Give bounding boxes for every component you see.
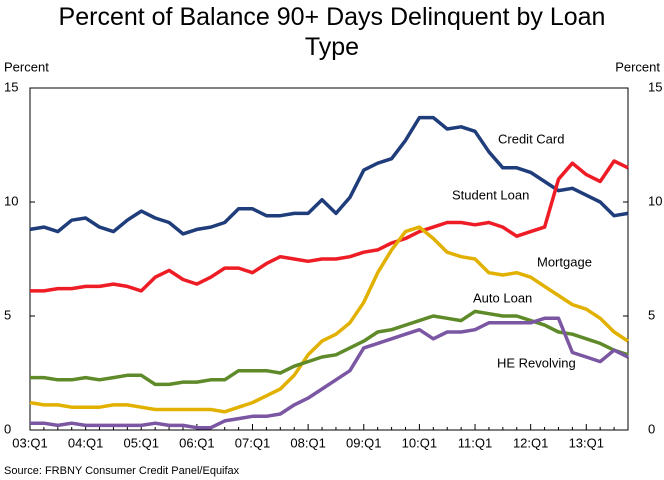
x-tick-label: 03:Q1 — [12, 435, 47, 450]
y2-tick-label: 0 — [648, 421, 655, 436]
x-tick-label: 10:Q1 — [402, 435, 437, 450]
series-line — [29, 115, 629, 236]
plot-frame — [29, 87, 629, 431]
source: Source: FRBNY Consumer Credit Panel/Equi… — [4, 465, 240, 477]
y-tick-label: 0 — [4, 421, 11, 436]
series-line — [30, 309, 629, 387]
x-tick-label: 11:Q1 — [458, 435, 492, 450]
y-axis-label: Percent — [4, 59, 49, 74]
x-tick-label: 08:Q1 — [290, 435, 325, 450]
series-line — [30, 159, 629, 293]
x-tick-label: 05:Q1 — [124, 435, 159, 450]
x-tick-label: 09:Q1 — [346, 435, 381, 450]
series-label: Auto Loan — [473, 290, 532, 305]
y2-tick-label: 15 — [648, 79, 662, 94]
y2-tick-label: 5 — [648, 307, 655, 322]
x-tick-label: 13:Q1 — [569, 435, 604, 450]
series-label: HE Revolving — [497, 355, 576, 370]
y2-tick-label: 10 — [648, 193, 662, 208]
x-tick-label: 12:Q1 — [513, 435, 548, 450]
x-tick-label: 07:Q1 — [235, 435, 270, 450]
y-tick-label: 5 — [4, 307, 11, 322]
chart-title: Percent of Balance 90+ Days Delinquent b… — [58, 3, 606, 61]
series-line — [29, 225, 629, 414]
y-tick-label: 10 — [4, 193, 18, 208]
y-tick-label: 15 — [4, 79, 18, 94]
series-label: Credit Card — [498, 131, 564, 146]
series-label: Mortgage — [537, 254, 592, 269]
x-tick-label: 06:Q1 — [179, 435, 214, 450]
series-line — [30, 316, 629, 430]
x-tick-label: 04:Q1 — [68, 435, 103, 450]
y2-axis-label: Percent — [615, 59, 660, 74]
series-label: Student Loan — [452, 187, 529, 202]
